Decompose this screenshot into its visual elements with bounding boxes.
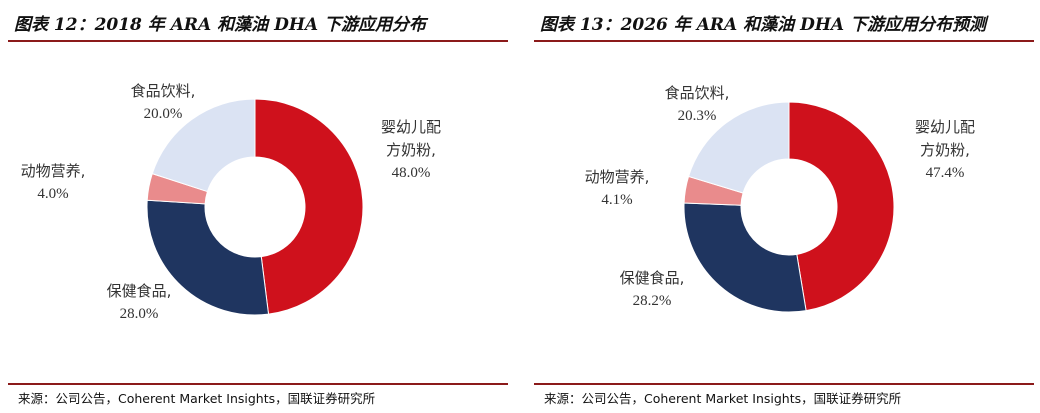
title-rule <box>534 40 1034 42</box>
value-label: 4.1% <box>601 192 633 208</box>
segment-label: 保健食品, 28.0% <box>106 280 172 326</box>
segment-label: 婴幼儿配方奶粉, 47.4% <box>912 116 978 185</box>
category-label: 保健食品, <box>619 269 685 287</box>
category-label: 保健食品, <box>106 282 172 300</box>
chart-panel: 图表 12：2018 年 ARA 和藻油 DHA 下游应用分布婴幼儿配方奶粉, 4… <box>8 15 508 406</box>
footer-rule <box>8 383 508 385</box>
footer-rule <box>534 383 1034 385</box>
title-rule <box>8 40 508 42</box>
donut-segment <box>683 202 807 313</box>
category-label: 婴幼儿配方奶粉, <box>380 118 441 159</box>
chart-title: 图表 13：2026 年 ARA 和藻油 DHA 下游应用分布预测 <box>540 15 986 35</box>
segment-label: 食品饮料, 20.3% <box>664 82 730 128</box>
source-note: 来源：公司公告，Coherent Market Insights，国联证券研究所 <box>544 391 902 406</box>
segment-label: 食品饮料, 20.0% <box>130 80 196 126</box>
chart-panel: 图表 13：2026 年 ARA 和藻油 DHA 下游应用分布预测婴幼儿配方奶粉… <box>526 0 1040 413</box>
donut-segment <box>788 101 895 312</box>
segment-label: 动物营养, 4.0% <box>20 160 86 206</box>
value-label: 47.4% <box>925 165 965 181</box>
category-label: 食品饮料, <box>130 82 196 100</box>
value-label: 28.2% <box>632 293 672 309</box>
donut-segment <box>254 98 364 315</box>
source-note: 来源：公司公告，Coherent Market Insights，国联证券研究所 <box>18 391 376 406</box>
chart-title: 图表 12：2018 年 ARA 和藻油 DHA 下游应用分布 <box>14 15 426 35</box>
donut-segment <box>687 101 790 194</box>
category-label: 食品饮料, <box>664 84 730 102</box>
value-label: 48.0% <box>391 165 431 181</box>
category-label: 动物营养, <box>584 168 650 186</box>
value-label: 4.0% <box>37 186 69 202</box>
donut-segment <box>151 98 256 193</box>
segment-label: 婴幼儿配方奶粉, 48.0% <box>378 116 444 185</box>
value-label: 20.0% <box>143 106 183 122</box>
donut-chart <box>146 98 364 316</box>
donut-segment <box>146 199 270 316</box>
value-label: 20.3% <box>677 108 717 124</box>
segment-label: 动物营养, 4.1% <box>584 166 650 212</box>
donut-chart <box>683 101 895 313</box>
category-label: 动物营养, <box>20 162 86 180</box>
segment-label: 保健食品, 28.2% <box>619 267 685 313</box>
category-label: 婴幼儿配方奶粉, <box>914 118 975 159</box>
value-label: 28.0% <box>119 306 159 322</box>
